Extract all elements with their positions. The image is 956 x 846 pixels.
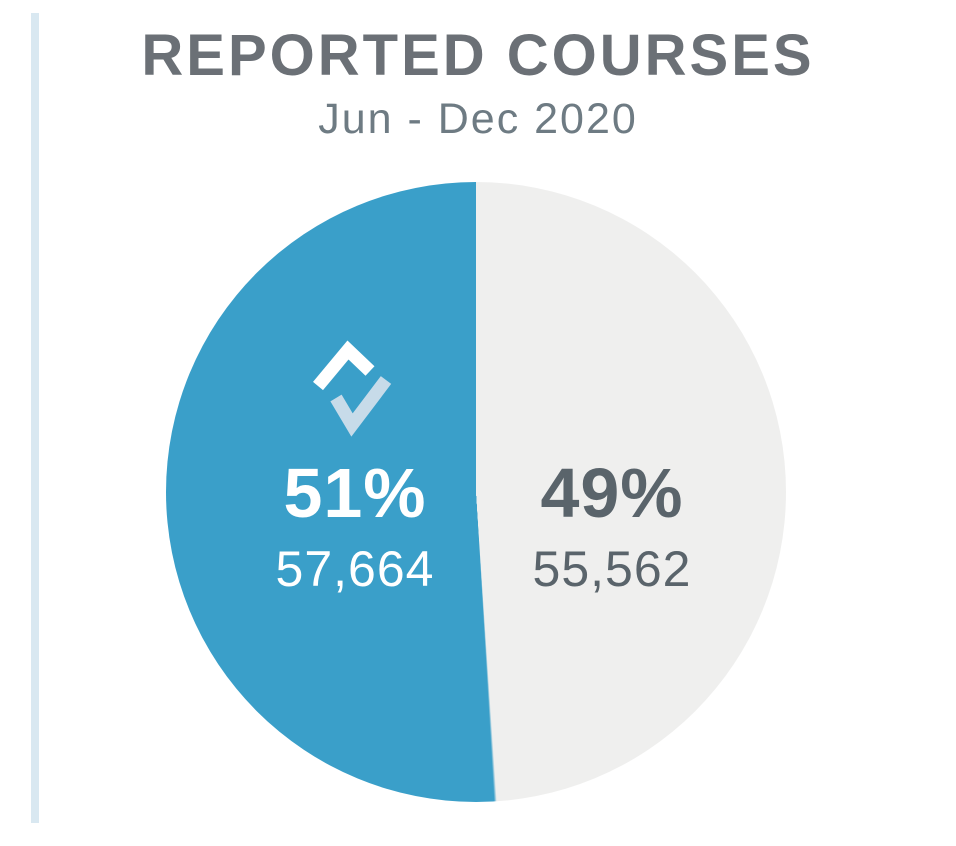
chart-subtitle: Jun - Dec 2020	[318, 94, 638, 143]
slice-percent: 51%	[283, 454, 427, 532]
chart-header: REPORTED COURSES Jun - Dec 2020	[0, 23, 956, 144]
slice-label-gray: 49% 55,562	[533, 458, 692, 594]
slice-count: 57,664	[275, 541, 435, 597]
checkmark-diamond-logo-icon	[313, 340, 392, 437]
slice-label-blue: 51% 57,664	[276, 458, 435, 594]
chart-title: REPORTED COURSES	[141, 23, 815, 88]
pie-chart: 51% 57,664 49% 55,562	[166, 182, 786, 802]
slice-percent: 49%	[540, 454, 684, 532]
left-accent-bar	[31, 13, 39, 823]
slice-count: 55,562	[532, 541, 692, 597]
